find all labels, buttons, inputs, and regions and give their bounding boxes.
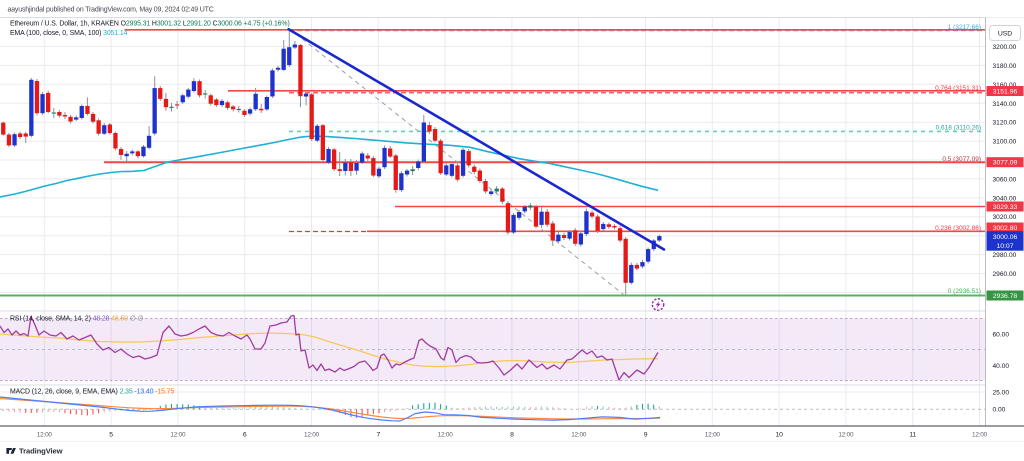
svg-text:3200.00: 3200.00 xyxy=(993,44,1017,51)
svg-text:3160.00: 3160.00 xyxy=(993,82,1017,89)
svg-text:0 (2936.51): 0 (2936.51) xyxy=(948,288,981,295)
svg-text:12:00: 12:00 xyxy=(705,431,721,438)
svg-text:USD: USD xyxy=(998,31,1012,38)
svg-text:2960.00: 2960.00 xyxy=(993,271,1017,278)
svg-text:60.00: 60.00 xyxy=(993,332,1010,339)
svg-text:0.764 (3151.31): 0.764 (3151.31) xyxy=(935,85,981,92)
svg-text:10: 10 xyxy=(776,431,784,438)
svg-text:0.5 (3077.09): 0.5 (3077.09) xyxy=(942,156,981,163)
svg-text:3029.33: 3029.33 xyxy=(993,204,1018,211)
svg-text:25.00: 25.00 xyxy=(993,390,1010,397)
svg-text:9: 9 xyxy=(644,431,648,438)
svg-text:5: 5 xyxy=(109,431,113,438)
svg-text:40.00: 40.00 xyxy=(993,363,1010,370)
svg-text:3077.09: 3077.09 xyxy=(993,160,1018,167)
svg-text:7: 7 xyxy=(377,431,381,438)
svg-text:1 (3217.66): 1 (3217.66) xyxy=(948,24,981,31)
svg-text:2980.00: 2980.00 xyxy=(993,252,1017,259)
svg-text:12:00: 12:00 xyxy=(838,431,854,438)
svg-text:TradingView: TradingView xyxy=(19,447,63,456)
svg-text:3060.00: 3060.00 xyxy=(993,176,1017,183)
svg-text:12:00: 12:00 xyxy=(304,431,320,438)
svg-text:0.00: 0.00 xyxy=(993,407,1006,414)
svg-text:EMA (100, close, 0, SMA, 100): EMA (100, close, 0, SMA, 100) 3051.14 xyxy=(10,30,128,37)
svg-text:3151.96: 3151.96 xyxy=(993,89,1018,96)
svg-text:6: 6 xyxy=(243,431,247,438)
svg-text:3140.00: 3140.00 xyxy=(993,101,1017,108)
svg-text:Ethereum / U.S. Dollar, 1h, KR: Ethereum / U.S. Dollar, 1h, KRAKEN O2995… xyxy=(10,21,290,28)
svg-text:12:00: 12:00 xyxy=(37,431,53,438)
svg-text:0.618 (3110.26): 0.618 (3110.26) xyxy=(936,125,981,132)
svg-text:3120.00: 3120.00 xyxy=(993,120,1017,127)
svg-text:2936.78: 2936.78 xyxy=(993,293,1018,300)
svg-text:RSI (14, close, SMA, 14, 2) 48: RSI (14, close, SMA, 14, 2) 48.28 48.50 … xyxy=(10,316,143,323)
svg-text:12:00: 12:00 xyxy=(972,431,988,438)
svg-text:12:00: 12:00 xyxy=(438,431,454,438)
svg-text:3000.06: 3000.06 xyxy=(993,234,1018,241)
svg-text:10:07: 10:07 xyxy=(996,243,1013,250)
svg-text:aayushjindal published on Trad: aayushjindal published on TradingView.co… xyxy=(8,7,214,14)
svg-text:12:00: 12:00 xyxy=(170,431,186,438)
svg-text:0.236 (3002.86): 0.236 (3002.86) xyxy=(935,225,981,232)
svg-text:3020.00: 3020.00 xyxy=(993,214,1017,221)
svg-text:3180.00: 3180.00 xyxy=(993,63,1017,70)
svg-text:3040.00: 3040.00 xyxy=(993,195,1017,202)
svg-text:3100.00: 3100.00 xyxy=(993,139,1017,146)
svg-text:11: 11 xyxy=(909,431,916,438)
svg-text:8: 8 xyxy=(510,431,514,438)
svg-text:12:00: 12:00 xyxy=(571,431,587,438)
svg-text:MACD (12, 26, close, 9, EMA, E: MACD (12, 26, close, 9, EMA, EMA) 2.35 -… xyxy=(10,389,174,396)
svg-text:3002.80: 3002.80 xyxy=(993,225,1018,232)
